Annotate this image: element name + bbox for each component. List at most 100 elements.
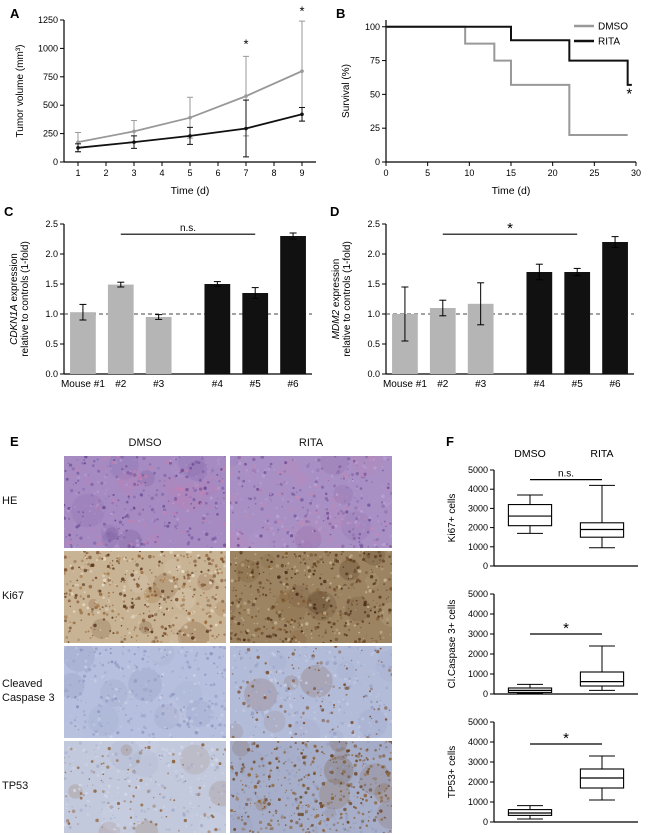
svg-text:0.0: 0.0: [367, 369, 380, 379]
cleaved-caspase-3-dmso-image: [64, 646, 226, 738]
svg-text:1000: 1000: [468, 797, 488, 807]
svg-text:1.5: 1.5: [45, 279, 58, 289]
svg-text:2.5: 2.5: [45, 219, 58, 229]
panel-e-column-header-rita: RITA: [298, 437, 324, 449]
row-label-ki67: Ki67: [2, 590, 25, 603]
svg-text:8: 8: [271, 168, 276, 178]
bar: [602, 242, 628, 374]
svg-text:6: 6: [215, 168, 220, 178]
svg-text:25: 25: [589, 168, 599, 178]
he-dmso-image: [64, 456, 226, 548]
ki67-dmso-image: [64, 551, 226, 643]
bar: [70, 312, 96, 374]
bar: [242, 293, 269, 374]
row-label-tp53: TP53: [2, 780, 29, 793]
svg-text:#6: #6: [288, 379, 300, 390]
panel-e-column-header-dmso: DMSO: [128, 437, 162, 449]
svg-text:5000: 5000: [468, 465, 488, 475]
cdkn1a-expression-chart-host: 0.0 0.5 1.0 1.5 2.0 2.5 CDKN1A expression relat…: [8, 206, 322, 407]
bar: [564, 272, 591, 374]
box: [507, 504, 553, 527]
svg-text:2000: 2000: [468, 777, 488, 787]
svg-text:1.0: 1.0: [45, 309, 58, 319]
svg-text:Mouse #1: Mouse #1: [383, 379, 427, 390]
cleaved-caspase-3-rita-image: [230, 646, 392, 738]
significance-asterisk: *: [299, 4, 304, 18]
svg-text:0: 0: [375, 157, 380, 167]
svg-text:2.0: 2.0: [45, 249, 58, 259]
svg-text:DMSO: DMSO: [514, 448, 546, 460]
panelC-chart: 0.0 0.5 1.0 1.5 2.0 2.5 CDKN1A expression relat…: [9, 219, 312, 390]
significance-label: *: [563, 730, 569, 747]
svg-text:0.0: 0.0: [45, 369, 58, 379]
svg-text:0: 0: [383, 168, 388, 178]
rita-series: [75, 99, 305, 158]
svg-text:5: 5: [187, 168, 192, 178]
svg-text:15: 15: [506, 168, 516, 178]
panelF2-chart: 0 1000 2000 3000 4000 5000 Cl.Caspase 3+ cells…: [447, 589, 638, 699]
svg-text:0: 0: [483, 561, 488, 571]
svg-text:Time (d): Time (d): [492, 185, 531, 197]
ki67-boxplot-host: 0 1000 2000 3000 4000 5000 Ki67+ cells DMSO RITA…: [446, 440, 648, 579]
svg-text:RITA: RITA: [598, 37, 620, 48]
svg-text:3000: 3000: [468, 503, 488, 513]
svg-text:1000: 1000: [468, 669, 488, 679]
svg-text:0.5: 0.5: [367, 339, 380, 349]
svg-text:5000: 5000: [468, 589, 488, 599]
svg-text:2.0: 2.0: [367, 249, 380, 259]
svg-text:0: 0: [483, 689, 488, 699]
ki67-rita-image: [230, 551, 392, 643]
bar: [526, 272, 553, 374]
svg-text:0: 0: [483, 817, 488, 827]
svg-text:5: 5: [425, 168, 430, 178]
svg-text:1000: 1000: [38, 43, 58, 53]
tp53-rita-image: [230, 741, 392, 833]
svg-text:4000: 4000: [468, 484, 488, 494]
significance-label: n.s.: [558, 469, 574, 480]
significance-asterisk: *: [243, 36, 248, 51]
survival-chart-host: 0 25 50 75 100 Survival (%) 0 5 10 15 20 25 30 Time (…: [340, 4, 646, 203]
svg-text:100: 100: [365, 22, 380, 32]
svg-text:relative to controls (1-fold): relative to controls (1-fold): [20, 241, 31, 357]
svg-text:250: 250: [43, 129, 58, 139]
svg-text:CDKN1A expression: CDKN1A expression: [9, 253, 20, 345]
svg-text:Tumor volume (mm³): Tumor volume (mm³): [15, 45, 26, 138]
svg-text:Mouse #1: Mouse #1: [61, 379, 105, 390]
row-label-cleaved-caspase-3: Cleaved Caspase 3: [2, 678, 55, 704]
svg-text:#4: #4: [534, 379, 546, 390]
dmso-series: [386, 25, 628, 136]
svg-text:3000: 3000: [468, 757, 488, 767]
tumor-volume-chart-host: 0 250 500 750 1000 1250 Tumor volume (mm³) 1 2 3 4…: [14, 3, 328, 203]
svg-text:#6: #6: [610, 379, 622, 390]
panel-e-label: E: [10, 434, 19, 449]
svg-text:1.5: 1.5: [367, 279, 380, 289]
svg-text:75: 75: [370, 56, 380, 66]
significance-label: n.s.: [180, 223, 196, 234]
svg-text:MDM2 expression: MDM2 expression: [331, 259, 342, 340]
panel-d-label: D: [330, 204, 340, 219]
panelD-chart: 0.0 0.5 1.0 1.5 2.0 2.5 MDM2 expression relativ…: [331, 219, 634, 390]
svg-text:#2: #2: [115, 379, 127, 390]
bar: [280, 236, 306, 374]
svg-text:#5: #5: [250, 379, 262, 390]
significance-label: *: [507, 220, 513, 237]
significance-asterisk: *: [626, 85, 632, 102]
svg-text:0.5: 0.5: [45, 339, 58, 349]
svg-text:#3: #3: [475, 379, 487, 390]
panel-a-label: A: [10, 6, 20, 21]
svg-text:Survival (%): Survival (%): [341, 64, 352, 118]
panel-c-label: C: [4, 204, 14, 219]
bar: [107, 284, 134, 374]
svg-text:20: 20: [548, 168, 558, 178]
svg-text:9: 9: [299, 168, 304, 178]
svg-text:#5: #5: [572, 379, 584, 390]
svg-text:3000: 3000: [468, 629, 488, 639]
svg-text:#2: #2: [437, 379, 449, 390]
svg-text:4000: 4000: [468, 609, 488, 619]
panelF3-chart: 0 1000 2000 3000 4000 5000 TP53+ cells *: [447, 717, 638, 827]
svg-text:RITA: RITA: [590, 448, 613, 460]
cleaved-caspase3-boxplot-host: 0 1000 2000 3000 4000 5000 Cl.Caspase 3+ cells…: [446, 578, 648, 707]
panelA-chart: 0 250 500 750 1000 1250 Tumor volume (mm³) 1 2 3 4…: [15, 3, 316, 197]
svg-text:10: 10: [464, 168, 474, 178]
